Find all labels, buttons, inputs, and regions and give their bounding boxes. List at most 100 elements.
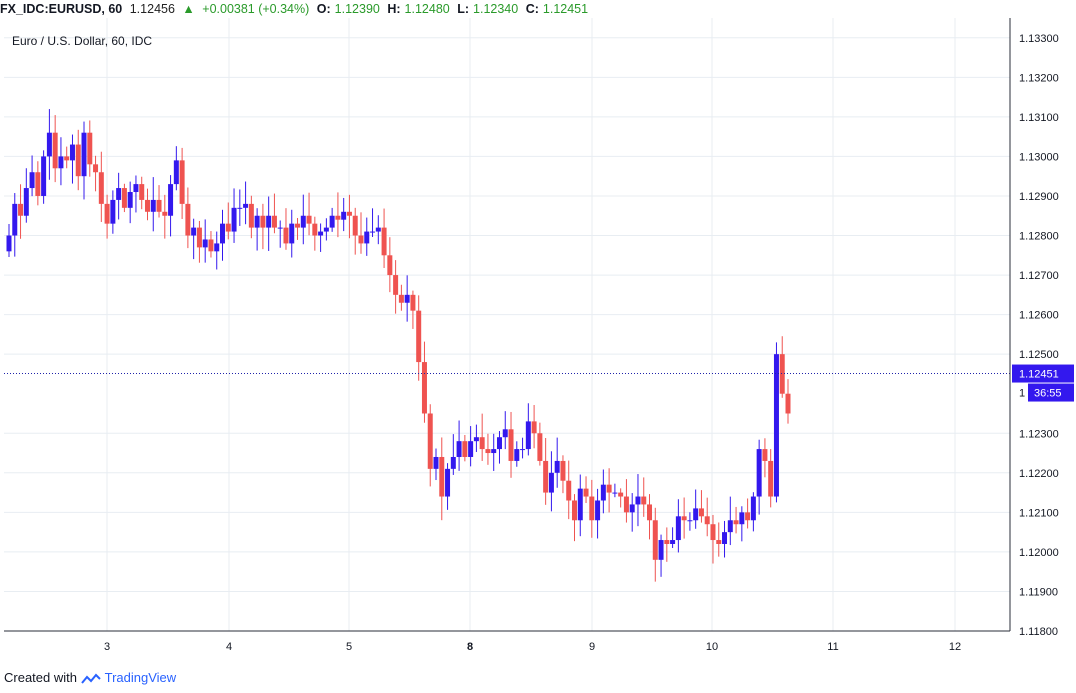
candle-body [323,227,329,232]
candle-body [116,188,122,200]
last-price: 1.12456 [129,2,175,16]
y-tick-label: 1.12000 [1019,547,1059,559]
y-tick-label: 1.12200 [1019,468,1059,480]
candle-body [144,199,150,212]
y-tick-label: 1.11800 [1019,626,1058,638]
tradingview-brand[interactable]: TradingView [104,670,177,685]
candle-body [439,456,445,497]
candle-body [185,203,191,236]
candle-body [722,532,728,544]
x-tick-label: 9 [589,641,595,653]
x-tick-label: 10 [706,641,718,653]
candle-body [196,227,202,248]
candle-body [647,504,653,521]
candle-body [93,164,99,173]
candle-body [150,199,156,212]
price-axis[interactable]: 1.11800 1.11900 1.12000 1.12100 1.12200 1.123… [1009,18,1074,638]
candle-body [416,310,422,363]
candle-body [479,437,485,450]
candle-body [427,413,433,469]
y-tick-label: 1.13000 [1019,151,1059,163]
candle-body [456,441,462,457]
candle-body [537,433,543,461]
candle-body [595,500,601,521]
candle-body [23,188,29,216]
candle-body [352,215,358,236]
candle-body [266,215,272,228]
candle-body [491,449,497,454]
candle-body [410,294,416,311]
candle-body [35,172,41,196]
candle-body [364,231,370,244]
y-tick-label: 1.12100 [1019,507,1059,519]
candle-body [756,449,762,497]
time-axis[interactable]: 3 4 5 8 9 10 11 12 [4,630,1010,653]
candle-body [6,235,12,252]
candle-body [335,215,341,220]
candle-body [121,188,127,208]
candle-body [18,203,24,216]
y-tick-label: 1.13200 [1019,72,1059,84]
candle-body [554,460,560,473]
candle-body [387,255,393,276]
candle-body [375,227,381,232]
candle-body [583,488,589,497]
x-tick-label: 11 [827,641,838,653]
candle-body [312,223,318,236]
y-tick-label: 1.12700 [1019,270,1059,282]
created-with-label: Created with [4,670,77,685]
up-arrow-icon: ▲ [182,2,195,16]
candle-body [641,496,647,505]
close-value: 1.12451 [542,2,589,16]
candle-body [652,520,658,560]
candle-body [462,441,468,457]
candle-body [687,520,693,522]
y-tick-label: 1.13100 [1019,112,1059,124]
symbol-name[interactable]: FX_IDC:EURUSD, 60 [0,2,123,16]
candle-body [104,203,110,224]
candle-body [318,231,324,236]
current-price-badge [1012,364,1074,383]
candle-body [421,362,427,414]
candle-body [618,492,624,497]
candle-body [773,354,779,497]
candle-body [173,160,179,185]
candle-body [225,223,231,232]
candle-body [704,516,710,525]
candle-body [295,223,301,228]
candle-body [785,393,791,414]
candle-body [277,227,283,229]
candle-body [681,516,687,521]
candle-body [69,144,75,161]
hidden-tick-label: 1 [1019,388,1025,400]
candle-body [231,207,237,232]
y-tick-label: 1.12900 [1019,191,1059,203]
candle-body [381,227,387,256]
candle-body [779,354,785,394]
candle-body [237,207,243,209]
candle-body [762,449,768,461]
y-tick-label: 1.13300 [1019,33,1059,45]
candle-body [698,508,704,517]
candle-body [750,496,756,521]
candle-body [358,235,364,244]
candle-body [46,132,52,157]
candle-body [658,540,664,560]
candle-body [496,437,502,450]
candle-body [254,215,260,228]
price-chart[interactable]: 1.11800 1.11900 1.12000 1.12100 1.12200 1.123… [0,18,1076,660]
candle-body [127,192,133,208]
candle-body [589,496,595,521]
candle-body [606,484,612,493]
tradingview-logo-icon [80,673,101,684]
candle-body [693,508,699,521]
candle-body [531,421,537,434]
candle-body [733,520,739,525]
footer: Created with TradingView [4,670,176,685]
candle-body [191,227,197,236]
candle-body [110,199,116,224]
candle-body [635,496,641,505]
candle-body [300,215,306,228]
candle-body [393,275,399,295]
candle-body [508,429,514,461]
